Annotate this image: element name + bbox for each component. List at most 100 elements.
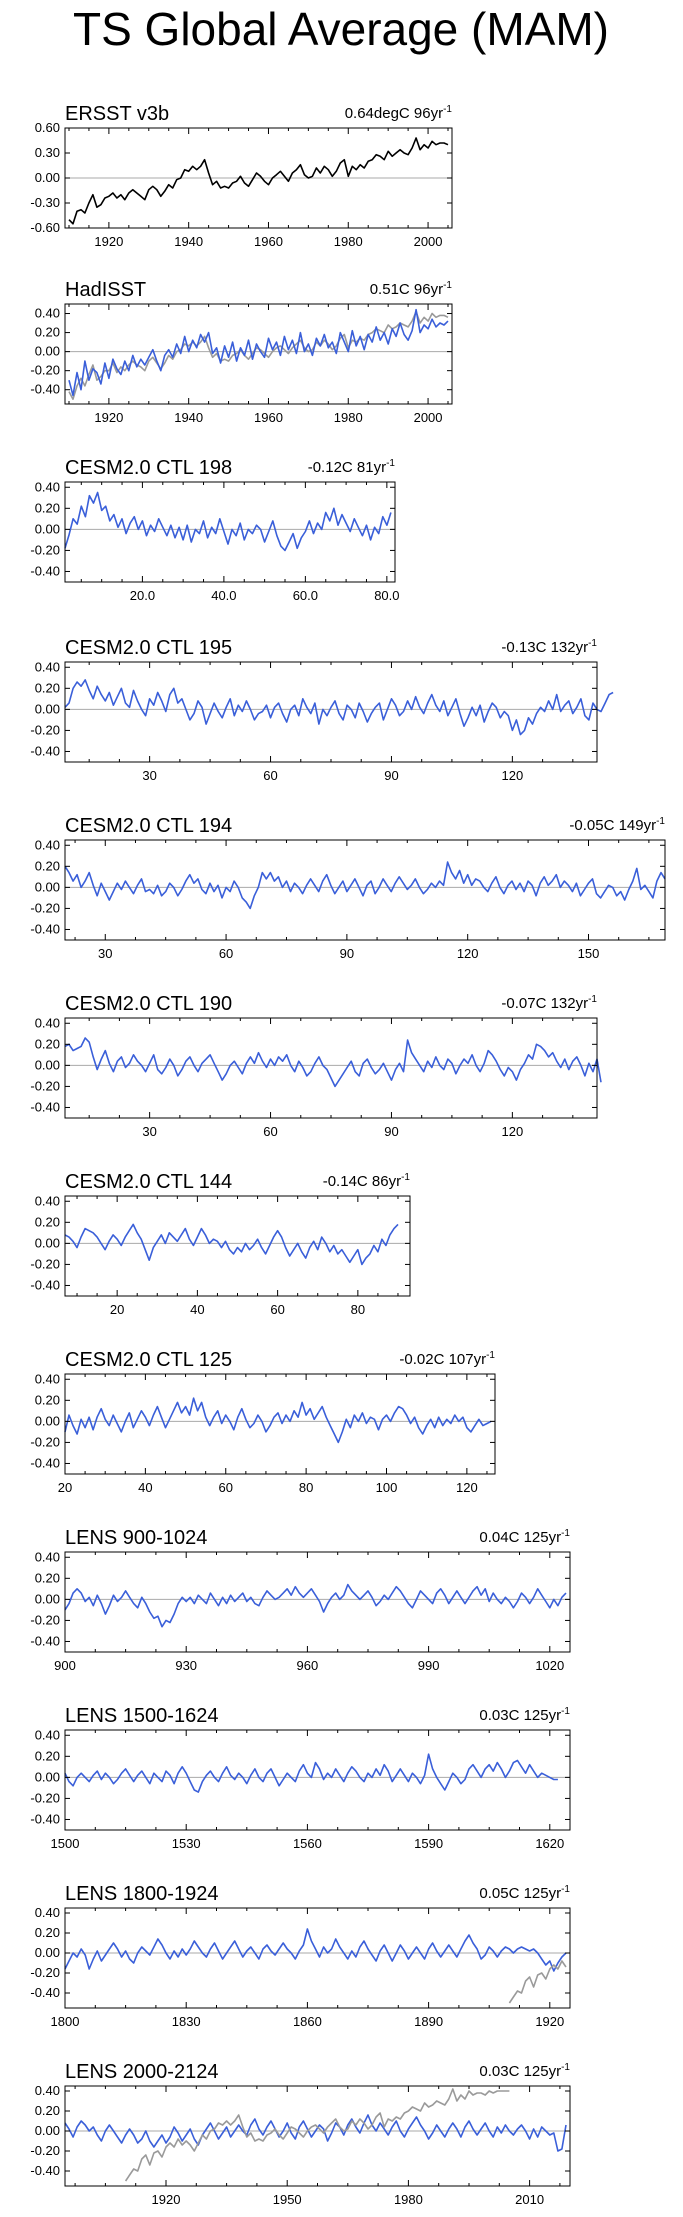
trend-exponent: -1 (561, 1884, 570, 1895)
y-tick-label: -0.40 (30, 1633, 60, 1648)
y-tick-label: -0.40 (30, 1985, 60, 2000)
panel-title: LENS 1500-1624 (65, 1705, 218, 1727)
x-tick-label: 990 (418, 1658, 440, 1673)
y-tick-label: -0.40 (30, 2163, 60, 2178)
trend-label: 0.04C 125yr-1 (479, 1528, 570, 1546)
trend-value: 0.03C 125yr (479, 1707, 561, 1724)
y-tick-label: -0.40 (30, 563, 60, 578)
y-tick-label: -0.40 (30, 743, 60, 758)
x-tick-label: 1950 (273, 2192, 302, 2207)
x-tick-label: 80 (299, 1480, 313, 1495)
y-tick-label: 0.30 (35, 145, 60, 160)
chart-panel-6: CESM2.0 CTL 144 -0.14C 86yr-1 -0.40 -0.20 0.… (30, 1171, 411, 1317)
y-tick-label: 0.00 (35, 344, 60, 359)
y-tick-label: -0.40 (30, 921, 60, 936)
x-tick-label: 40.0 (211, 588, 236, 603)
y-tick-label: -0.60 (30, 220, 60, 235)
panel-title: CESM2.0 CTL 195 (65, 637, 232, 659)
x-tick-label: 1530 (172, 1836, 201, 1851)
y-tick-label: 0.40 (35, 1193, 60, 1208)
y-tick-label: -0.20 (30, 1078, 60, 1093)
x-tick-label: 30 (142, 1124, 156, 1139)
y-tick-label: -0.20 (30, 1965, 60, 1980)
x-tick-label: 60 (219, 1480, 233, 1495)
y-tick-label: -0.40 (30, 1099, 60, 1114)
trend-value: -0.14C 86yr (323, 1173, 401, 1190)
x-tick-label: 40 (138, 1480, 152, 1495)
chart-panel-4: CESM2.0 CTL 194 -0.05C 149yr-1 -0.40 -0.20 0… (30, 815, 666, 961)
x-tick-label: 1920 (94, 234, 123, 249)
series-line-gray (68, 310, 449, 401)
trend-value: -0.13C 132yr (501, 639, 588, 656)
y-tick-label: -0.30 (30, 195, 60, 210)
chart-panel-5: CESM2.0 CTL 190 -0.07C 132yr-1 -0.40 -0.20 0… (30, 993, 602, 1139)
trend-value: -0.07C 132yr (501, 995, 588, 1012)
trend-label: -0.12C 81yr-1 (308, 458, 396, 476)
trend-label: -0.13C 132yr-1 (501, 638, 597, 656)
y-tick-label: -0.40 (30, 1811, 60, 1826)
plot-frame (64, 1729, 571, 1831)
trend-value: 0.04C 125yr (479, 1529, 561, 1546)
x-tick-label: 20.0 (130, 588, 155, 603)
x-tick-label: 90 (384, 1124, 398, 1139)
y-tick-label: 0.00 (35, 1235, 60, 1250)
y-tick-label: 0.20 (35, 1392, 60, 1407)
x-tick-label: 60 (219, 946, 233, 961)
y-tick-label: 0.00 (35, 1769, 60, 1784)
panel-title: CESM2.0 CTL 198 (65, 457, 232, 479)
trend-label: -0.14C 86yr-1 (323, 1172, 411, 1190)
series-line-blue (64, 1583, 567, 1628)
x-tick-label: 60 (263, 768, 277, 783)
plot-frame (64, 481, 396, 583)
trend-exponent: -1 (561, 1706, 570, 1717)
x-tick-label: 30 (142, 768, 156, 783)
y-tick-label: -0.20 (30, 900, 60, 915)
panel-title: ERSST v3b (65, 103, 169, 125)
x-tick-label: 1920 (535, 2014, 564, 2029)
y-tick-label: -0.40 (30, 382, 60, 397)
chart-panel-2: CESM2.0 CTL 198 -0.12C 81yr-1 -0.40 -0.20 0.… (30, 457, 399, 603)
x-tick-label: 60.0 (293, 588, 318, 603)
trend-value: 0.03C 125yr (479, 2063, 561, 2080)
x-tick-label: 40 (190, 1302, 204, 1317)
x-tick-label: 1500 (51, 1836, 80, 1851)
y-tick-label: 0.40 (35, 1371, 60, 1386)
y-tick-label: 0.20 (35, 500, 60, 515)
x-tick-label: 1860 (293, 2014, 322, 2029)
y-tick-label: 0.00 (35, 1945, 60, 1960)
y-tick-label: 0.00 (35, 701, 60, 716)
y-tick-label: 0.40 (35, 1905, 60, 1920)
chart-panel-7: CESM2.0 CTL 125 -0.02C 107yr-1 -0.40 -0.20 0… (30, 1349, 496, 1495)
x-tick-label: 60 (270, 1302, 284, 1317)
x-tick-label: 2010 (515, 2192, 544, 2207)
x-tick-label: 1890 (414, 2014, 443, 2029)
y-tick-label: 0.40 (35, 1015, 60, 1030)
trend-value: -0.12C 81yr (308, 459, 386, 476)
y-tick-label: 0.40 (35, 837, 60, 852)
series-line-blue (64, 1223, 399, 1266)
y-tick-label: 0.60 (35, 120, 60, 135)
chart-panel-8: LENS 900-1024 0.04C 125yr-1 -0.40 -0.20 0.00… (30, 1527, 571, 1673)
chart-panel-10: LENS 1800-1924 0.05C 125yr-1 -0.40 -0.20 0.0… (30, 1883, 571, 2029)
trend-value: 0.51C 96yr (370, 281, 443, 298)
x-tick-label: 80.0 (374, 588, 399, 603)
x-tick-label: 1940 (174, 234, 203, 249)
x-tick-label: 900 (54, 1658, 76, 1673)
trend-label: 0.51C 96yr-1 (370, 280, 453, 298)
y-tick-label: 0.00 (35, 170, 60, 185)
panel-title: CESM2.0 CTL 125 (65, 1349, 232, 1371)
y-tick-label: -0.20 (30, 1790, 60, 1805)
trend-exponent: -1 (386, 458, 395, 469)
chart-panel-1: HadISST 0.51C 96yr-1 -0.40 -0.20 0.00 0.20 0.4… (30, 279, 453, 425)
y-tick-label: 0.00 (35, 521, 60, 536)
y-tick-label: 0.20 (35, 1036, 60, 1051)
x-tick-label: 100 (376, 1480, 398, 1495)
series-line-blue (64, 1397, 492, 1444)
x-tick-label: 1980 (394, 2192, 423, 2207)
trend-exponent: -1 (443, 280, 452, 291)
trend-exponent: -1 (588, 994, 597, 1005)
y-tick-label: 0.40 (35, 479, 60, 494)
y-tick-label: 0.40 (35, 306, 60, 321)
y-tick-label: 0.20 (35, 858, 60, 873)
